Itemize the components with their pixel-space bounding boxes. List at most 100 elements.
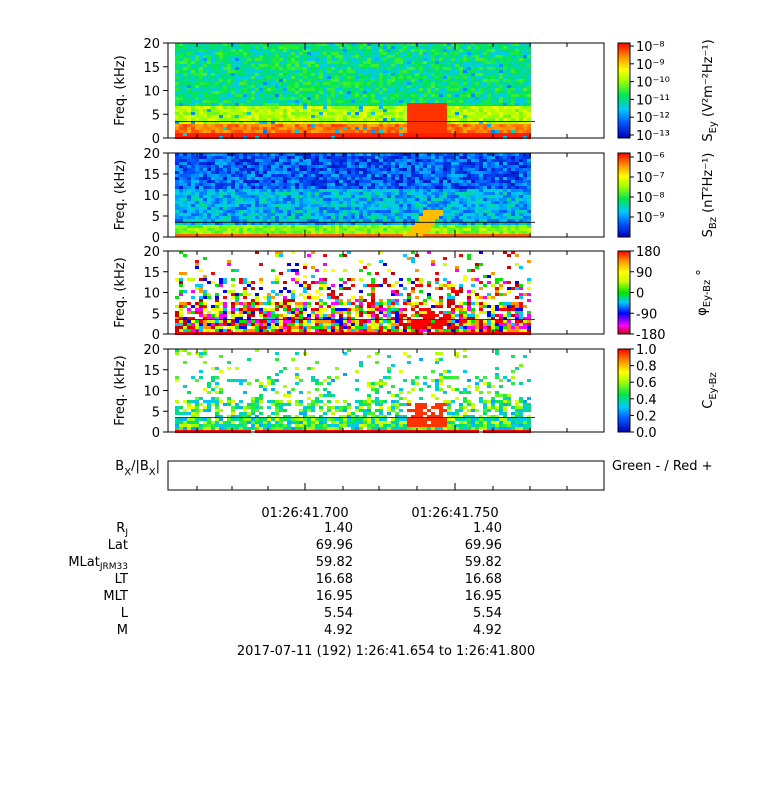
spectrogram-cell	[191, 124, 195, 127]
spectrogram-cell	[507, 73, 511, 76]
spectrogram-cell	[247, 222, 251, 225]
spectrogram-cell	[487, 106, 491, 109]
spectrogram-cell	[351, 52, 355, 55]
spectrogram-cell	[355, 210, 359, 213]
spectrogram-cell	[459, 58, 463, 61]
spectrogram-cell	[335, 97, 339, 100]
spectrogram-cell	[371, 64, 375, 67]
spectrogram-cell	[359, 207, 363, 210]
spectrogram-cell	[207, 216, 211, 219]
spectrogram-cell	[327, 55, 331, 58]
spectrogram-cell	[263, 55, 267, 58]
spectrogram-cell	[235, 210, 239, 213]
spectrogram-cell	[379, 171, 383, 174]
spectrogram-cell	[519, 100, 523, 103]
spectrogram-cell	[379, 97, 383, 100]
spectrogram-cell	[247, 118, 251, 121]
spectrogram-cell	[343, 234, 347, 237]
spectrogram-cell	[311, 124, 315, 127]
spectrogram-cell	[447, 207, 451, 210]
spectrogram-cell	[363, 52, 367, 55]
spectrogram-cell	[355, 183, 359, 186]
spectrogram-cell	[255, 103, 259, 106]
spectrogram-cell	[363, 222, 367, 225]
spectrogram-cell	[411, 192, 415, 195]
spectrogram-cell	[379, 168, 383, 171]
spectrogram-cell	[511, 94, 515, 97]
spectrogram-cell	[371, 192, 375, 195]
spectrogram-cell	[195, 168, 199, 171]
spectrogram-cell	[331, 67, 335, 70]
spectrogram-cell	[183, 70, 187, 73]
spectrogram-cell	[463, 204, 467, 207]
spectrogram-cell	[235, 88, 239, 91]
spectrogram-cell	[395, 222, 399, 225]
spectrogram-cell	[195, 183, 199, 186]
spectrogram-cell	[195, 118, 199, 121]
spectrogram-cell	[467, 225, 471, 228]
spectrogram-cell	[263, 106, 267, 109]
spectrogram-cell	[435, 213, 439, 216]
spectrogram-cell	[419, 198, 423, 201]
spectrogram-cell	[443, 127, 447, 130]
spectrogram-cell	[431, 85, 435, 88]
spectrogram-cell	[287, 225, 291, 228]
spectrogram-cell	[295, 133, 299, 136]
spectrogram-cell	[423, 70, 427, 73]
spectrogram-cell	[391, 91, 395, 94]
spectrogram-cell	[211, 210, 215, 213]
spectrogram-cell	[411, 180, 415, 183]
spectrogram-cell	[471, 192, 475, 195]
spectrogram-cell	[403, 234, 407, 237]
spectrogram-cell	[451, 222, 455, 225]
spectrogram-cell	[427, 115, 431, 118]
spectrogram-cell	[379, 109, 383, 112]
spectrogram-cell	[443, 171, 447, 174]
spectrogram-cell	[247, 192, 251, 195]
spectrogram-cell	[363, 49, 367, 52]
spectrogram-cell	[223, 225, 227, 228]
spectrogram-cell	[463, 219, 467, 222]
spectrogram-cell	[459, 112, 463, 115]
spectrogram-cell	[399, 85, 403, 88]
spectrogram-cell	[251, 207, 255, 210]
spectrogram-cell	[315, 171, 319, 174]
spectrogram-cell	[323, 198, 327, 201]
spectrogram-cell	[463, 201, 467, 204]
spectrogram-cell	[431, 201, 435, 204]
spectrogram-cell	[179, 213, 183, 216]
spectrogram-cell	[467, 180, 471, 183]
spectrogram-cell	[251, 165, 255, 168]
spectrogram-cell	[219, 201, 223, 204]
spectrogram-cell	[211, 127, 215, 130]
spectrogram-cell	[323, 171, 327, 174]
spectrogram-cell	[323, 76, 327, 79]
spectrogram-cell	[427, 67, 431, 70]
spectrogram-cell	[299, 162, 303, 165]
spectrogram-cell	[267, 43, 271, 46]
spectrogram-cell	[455, 198, 459, 201]
spectrogram-cell	[251, 225, 255, 228]
spectrogram-cell	[355, 106, 359, 109]
spectrogram-cell	[435, 180, 439, 183]
spectrogram-cell	[347, 228, 351, 231]
spectrogram-cell	[347, 213, 351, 216]
spectrogram-cell	[195, 115, 199, 118]
spectrogram-cell	[215, 234, 219, 237]
spectrogram-cell	[199, 201, 203, 204]
spectrogram-cell	[351, 210, 355, 213]
spectrogram-cell	[347, 174, 351, 177]
spectrogram-cell	[491, 94, 495, 97]
spectrogram-cell	[387, 127, 391, 130]
spectrogram-cell	[387, 82, 391, 85]
spectrogram-cell	[307, 106, 311, 109]
spectrogram-cell	[495, 106, 499, 109]
spectrogram-cell	[207, 234, 211, 237]
spectrogram-cell	[439, 49, 443, 52]
spectrogram-cell	[371, 177, 375, 180]
spectrogram-cell	[463, 121, 467, 124]
spectrogram-cell	[375, 225, 379, 228]
spectrogram-cell	[459, 43, 463, 46]
spectrogram-cell	[339, 70, 343, 73]
spectrogram-cell	[343, 124, 347, 127]
